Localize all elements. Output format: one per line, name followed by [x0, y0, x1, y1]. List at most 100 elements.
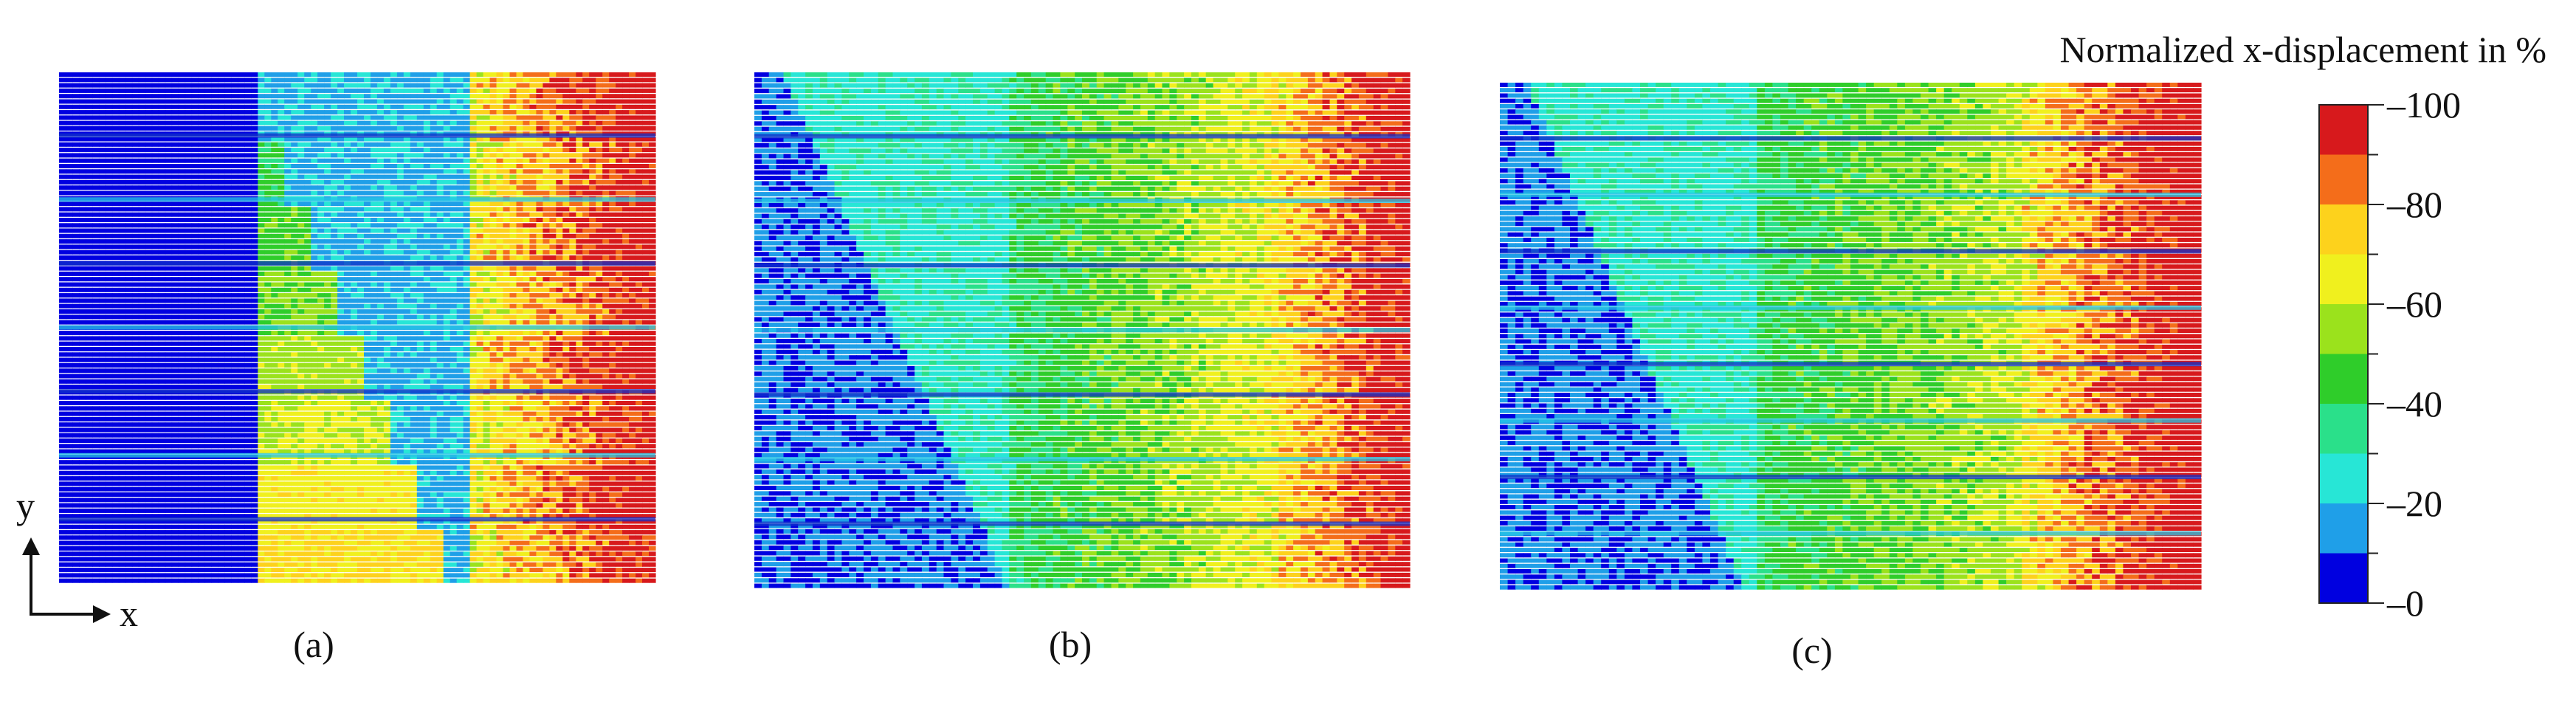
displacement-cell [523, 363, 530, 368]
displacement-cell [224, 277, 232, 281]
displacement-cell [536, 159, 543, 163]
displacement-cell [264, 352, 272, 357]
displacement-cell [199, 314, 206, 319]
displacement-cell [238, 304, 245, 309]
displacement-cell [192, 159, 199, 163]
displacement-cell [636, 234, 643, 238]
displacement-cell [112, 234, 120, 238]
displacement-cell [271, 223, 278, 227]
displacement-cell [317, 342, 325, 346]
displacement-cell [510, 331, 517, 335]
displacement-cell [589, 207, 596, 211]
displacement-cell [450, 148, 458, 152]
displacement-cell [457, 153, 464, 157]
displacement-cell [86, 358, 93, 362]
displacement-cell [258, 191, 265, 196]
displacement-cell [483, 94, 491, 98]
displacement-cell [331, 110, 338, 114]
displacement-cell [430, 266, 438, 271]
displacement-cell [556, 234, 563, 238]
displacement-cell [629, 320, 636, 325]
displacement-cell [562, 239, 570, 244]
displacement-cell [112, 202, 120, 206]
displacement-cell [185, 309, 193, 314]
displacement-cell [410, 223, 418, 227]
displacement-cell [649, 159, 656, 163]
displacement-cell [649, 234, 656, 238]
displacement-cell [371, 304, 378, 309]
displacement-cell [112, 115, 120, 120]
displacement-cell [106, 191, 113, 196]
displacement-cell [205, 126, 213, 131]
displacement-cell [523, 207, 530, 211]
displacement-cell [172, 342, 179, 346]
displacement-cell [523, 234, 530, 238]
displacement-cell [582, 304, 590, 309]
displacement-cell [337, 309, 345, 314]
displacement-cell [185, 153, 193, 157]
displacement-cell [86, 213, 93, 217]
displacement-cell [79, 175, 86, 179]
displacement-cell [86, 229, 93, 233]
displacement-cell [304, 283, 311, 287]
displacement-cell [609, 126, 616, 131]
displacement-cell [470, 288, 478, 292]
displacement-cell [125, 239, 133, 244]
displacement-cell [470, 363, 478, 368]
displacement-cell [179, 202, 186, 206]
displacement-cell [212, 293, 219, 297]
displacement-cell [576, 191, 583, 196]
displacement-cell [72, 342, 80, 346]
displacement-cell [251, 202, 258, 206]
displacement-cell [192, 185, 199, 190]
displacement-cell [145, 100, 153, 104]
displacement-cell [179, 283, 186, 287]
displacement-cell [165, 153, 173, 157]
displacement-cell [510, 229, 517, 233]
displacement-cell [125, 213, 133, 217]
displacement-cell [410, 191, 418, 196]
displacement-cell [284, 272, 292, 276]
displacement-cell [244, 207, 252, 211]
displacement-cell [251, 100, 258, 104]
displacement-cell [523, 239, 530, 244]
displacement-cell [172, 218, 179, 222]
displacement-cell [304, 105, 311, 109]
displacement-cell [424, 272, 431, 276]
displacement-cell [556, 110, 563, 114]
displacement-cell [569, 213, 576, 217]
displacement-cell [404, 164, 411, 168]
displacement-cell [119, 314, 126, 319]
displacement-cell [251, 213, 258, 217]
displacement-cell [317, 255, 325, 260]
displacement-cell [529, 89, 537, 93]
displacement-cell [344, 336, 351, 340]
displacement-cell [344, 72, 351, 77]
displacement-cell [79, 142, 86, 147]
displacement-cell [377, 283, 385, 287]
displacement-cell [562, 288, 570, 292]
displacement-cell [59, 347, 66, 351]
displacement-cell [510, 218, 517, 222]
displacement-cell [231, 331, 238, 335]
displacement-cell [317, 277, 325, 281]
displacement-cell [410, 229, 418, 233]
displacement-cell [397, 331, 404, 335]
displacement-cell [582, 336, 590, 340]
displacement-cell [351, 207, 358, 211]
displacement-cell [291, 266, 298, 271]
displacement-cell [132, 293, 140, 297]
displacement-cell [264, 153, 272, 157]
displacement-cell [543, 234, 550, 238]
displacement-cell [79, 185, 86, 190]
displacement-cell [503, 277, 511, 281]
displacement-cell [278, 83, 285, 88]
displacement-cell [72, 115, 80, 120]
displacement-cell [86, 126, 93, 131]
displacement-cell [616, 185, 623, 190]
displacement-cell [72, 202, 80, 206]
displacement-cell [404, 159, 411, 163]
displacement-cell [66, 121, 73, 125]
displacement-cell [317, 207, 325, 211]
displacement-cell [344, 368, 351, 373]
